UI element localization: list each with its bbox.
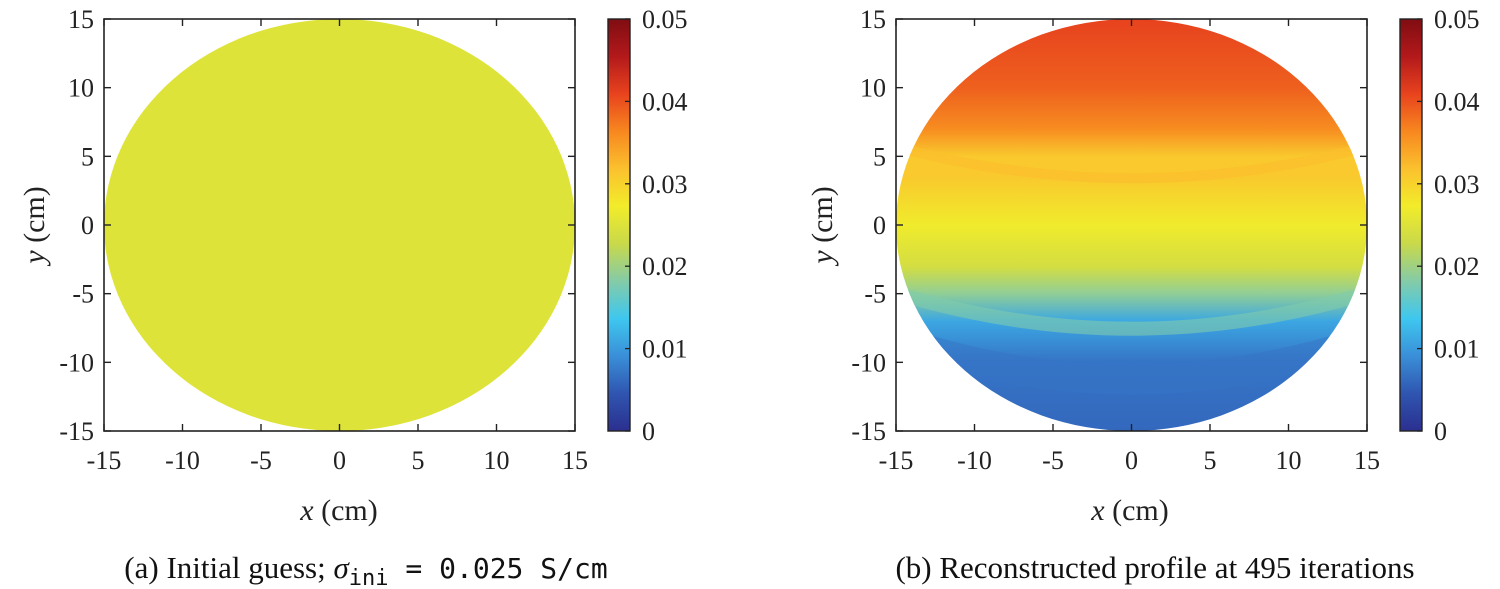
panel-b-colorbar-tick-label: 0.01 <box>1434 335 1480 364</box>
panel-b-lower-band <box>896 281 1367 336</box>
panel-b-colorbar-strip <box>1399 18 1423 432</box>
panel-b-plot-area <box>895 18 1368 432</box>
panel-b-caption: (b) Reconstructed profile at 495 iterati… <box>895 550 1414 585</box>
panel-a-colorbar-tick-label: 0.02 <box>642 252 688 281</box>
panel-b-colorbar-tick-label: 0.02 <box>1434 252 1480 281</box>
panel-a-y-tick-label: 10 <box>68 74 94 103</box>
panel-b-y-tick-label: 15 <box>860 5 886 34</box>
panel-a-colorbar-tick-label: 0.05 <box>642 5 688 34</box>
panel-b-y-tick-label: 5 <box>873 142 886 171</box>
panel-a-ticks: -15 -10 -5 0 5 10 15 -15 -10 -5 0 5 10 15 <box>59 5 588 475</box>
panel-a-y-tick-label: -15 <box>59 417 94 446</box>
panel-b-y-tick-label: -5 <box>864 280 886 309</box>
panel-a-caption: (a) Initial guess; σini = 0.025 S/cm <box>124 550 607 589</box>
panel-a-colorbar: 0 0.01 0.02 0.03 0.04 0.05 <box>607 5 688 446</box>
panel-b-y-tick-label: -10 <box>851 348 886 377</box>
panel-a-x-tick-label: 15 <box>562 446 588 475</box>
panel-b-conductivity-disk <box>896 19 1367 431</box>
panel-a-plot-area <box>103 18 576 432</box>
panel-a-colorbar-tick-label: 0.04 <box>642 87 688 116</box>
panel-a-y-tick-label: 0 <box>81 211 94 240</box>
panel-b-x-tick-label: 5 <box>1204 446 1217 475</box>
panel-b-ticks: -15 -10 -5 0 5 10 15 -15 -10 -5 0 5 10 15 <box>851 5 1380 475</box>
panel-b-reconstructed-profile: -15 -10 -5 0 5 10 15 -15 -10 -5 0 5 10 15 0 0.01 0.02 0.… <box>806 5 1480 585</box>
panel-a-colorbar-strip <box>607 18 631 432</box>
panel-b-upper-band <box>896 137 1367 184</box>
panel-b-x-tick-label: -10 <box>957 446 992 475</box>
panel-a-x-tick-label: -15 <box>87 446 122 475</box>
panel-a-x-tick-label: 10 <box>484 446 510 475</box>
panel-a-conductivity-disk <box>104 19 575 431</box>
panel-a-y-tick-label: -10 <box>59 348 94 377</box>
panel-b-x-axis-label: x (cm) <box>1090 494 1168 527</box>
panel-b-colorbar-tick-label: 0 <box>1434 417 1447 446</box>
panel-b-x-tick-label: -5 <box>1042 446 1064 475</box>
panel-a-y-tick-label: 15 <box>68 5 94 34</box>
panel-b-colorbar-tick-label: 0.04 <box>1434 87 1480 116</box>
panel-a-x-tick-label: -10 <box>165 446 200 475</box>
panel-a-colorbar-tick-label: 0.01 <box>642 335 688 364</box>
panel-a-y-axis-label: y (cm) <box>18 186 51 266</box>
panel-a-x-tick-label: 5 <box>412 446 425 475</box>
panel-a-initial-guess: -15 -10 -5 0 5 10 15 -15 -10 -5 0 5 10 15 0 0.01 0.02 0.… <box>18 5 688 589</box>
panel-a-x-tick-label: -5 <box>250 446 272 475</box>
panel-a-colorbar-tick-label: 0 <box>642 417 655 446</box>
panel-b-x-tick-label: 15 <box>1354 446 1380 475</box>
panel-b-x-tick-label: 0 <box>1125 446 1138 475</box>
panel-a-colorbar-tick-label: 0.03 <box>642 170 688 199</box>
panel-b-x-tick-label: 10 <box>1276 446 1302 475</box>
panel-b-y-tick-label: -15 <box>851 417 886 446</box>
panel-b-colorbar: 0 0.01 0.02 0.03 0.04 0.05 <box>1399 5 1480 446</box>
panel-a-x-tick-label: 0 <box>333 446 346 475</box>
panel-b-colorbar-tick-label: 0.03 <box>1434 170 1480 199</box>
panel-b-y-tick-label: 0 <box>873 211 886 240</box>
panel-b-colorbar-tick-label: 0.05 <box>1434 5 1480 34</box>
panel-a-y-tick-label: 5 <box>81 142 94 171</box>
panel-a-y-tick-label: -5 <box>72 280 94 309</box>
panel-b-x-tick-label: -15 <box>879 446 914 475</box>
panel-b-y-tick-label: 10 <box>860 74 886 103</box>
panel-a-x-axis-label: x (cm) <box>299 494 377 527</box>
panel-b-y-axis-label: y (cm) <box>806 186 839 266</box>
